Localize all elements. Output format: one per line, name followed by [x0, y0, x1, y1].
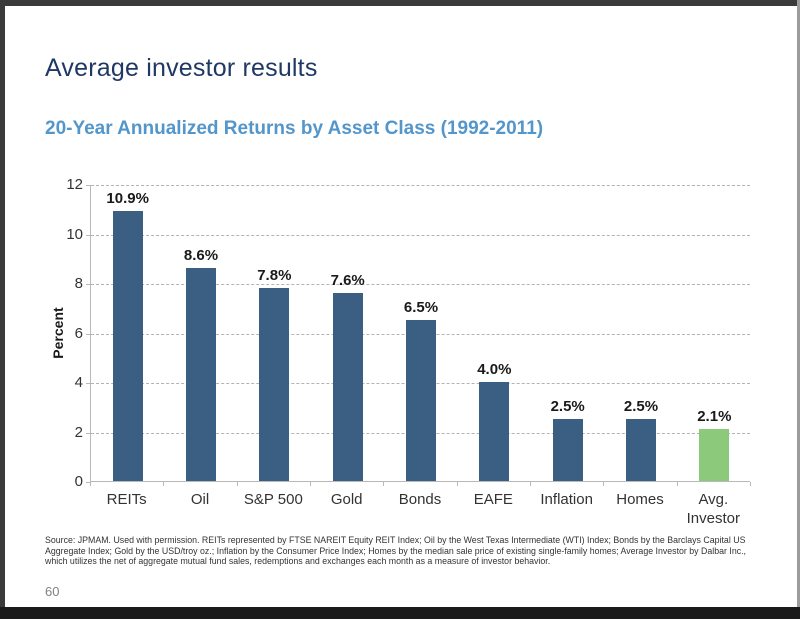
x-tick-mark-6	[530, 482, 531, 486]
bar-slot-5: 4.0%	[458, 185, 531, 481]
bar-homes	[625, 419, 656, 481]
x-category-label-4: Bonds	[398, 491, 442, 508]
y-tick-label-0: 0	[74, 473, 83, 490]
data-label-6: 2.5%	[550, 398, 585, 416]
x-tick-mark-1	[163, 482, 165, 486]
bar-slot-6: 2.5%	[531, 185, 604, 481]
bar-slot-1: 8.6%	[164, 185, 237, 481]
bar-slot-4: 6.5%	[384, 185, 457, 481]
x-tick-mark-7	[603, 482, 605, 486]
bar-bonds	[405, 320, 436, 481]
data-label-5: 4.0%	[477, 361, 512, 378]
bar-eafe	[479, 382, 510, 481]
y-tick-label-8: 8	[74, 275, 83, 292]
bar-chart: Percent 10.9% 8.6% 7.8% 7.6% 6.5% 4.0% 2.5% 2.5…	[45, 177, 757, 565]
gridline-12	[91, 185, 750, 186]
x-category-label-8: Avg. Investor	[686, 491, 740, 527]
y-tick-mark-10	[86, 234, 90, 236]
plot-area: 10.9% 8.6% 7.8% 7.6% 6.5% 4.0% 2.5% 2.5% 2.1%	[90, 185, 750, 482]
data-label-2: 7.8%	[257, 266, 292, 284]
gridline-10	[91, 234, 750, 236]
x-tick-mark-8	[676, 482, 678, 486]
page-title: Average investor results	[45, 54, 318, 82]
x-tick-mark-4	[383, 482, 385, 486]
viewer-frame-bottom	[0, 607, 800, 619]
y-tick-label-6: 6	[74, 324, 83, 342]
y-tick-mark-0	[86, 482, 90, 483]
y-tick-mark-8	[86, 284, 90, 285]
x-tick-mark-3	[310, 482, 311, 486]
bar-slot-3: 7.6%	[311, 185, 384, 481]
page-number: 60	[45, 584, 60, 599]
bar-avg-investor	[699, 429, 730, 481]
bar-gold	[332, 292, 363, 481]
x-category-label-5: EAFE	[473, 491, 513, 508]
chart-title: 20-Year Annualized Returns by Asset Clas…	[45, 118, 544, 139]
x-category-label-0: REITs	[106, 491, 147, 508]
x-tick-mark-0	[90, 482, 91, 486]
x-tick-mark-5	[456, 482, 458, 486]
bar-slot-0: 10.9%	[91, 185, 164, 481]
slide: Average investor results 20-Year Annuali…	[5, 6, 797, 607]
x-category-label-2: S&P 500	[243, 491, 303, 508]
data-label-4: 6.5%	[403, 299, 439, 317]
y-tick-label-2: 2	[74, 423, 83, 441]
data-label-1: 8.6%	[183, 247, 219, 265]
bar-reits	[112, 211, 143, 481]
y-tick-label-12: 12	[66, 176, 83, 193]
gridline-8	[91, 284, 750, 285]
x-category-label-1: Oil	[190, 491, 210, 508]
data-label-0: 10.9%	[106, 190, 149, 208]
bar-inflation	[552, 419, 583, 481]
y-tick-mark-4	[86, 383, 90, 384]
bar-slot-8: 2.1%	[678, 185, 751, 481]
x-category-label-3: Gold	[330, 491, 363, 508]
data-label-3: 7.6%	[330, 271, 365, 289]
bar-slot-2: 7.8%	[238, 185, 311, 481]
bar-slot-7: 2.5%	[604, 185, 677, 481]
bar-oil	[185, 268, 216, 481]
x-tick-mark-2	[236, 482, 238, 486]
data-label-7: 2.5%	[623, 398, 659, 416]
x-category-label-6: Inflation	[540, 491, 593, 508]
y-tick-label-4: 4	[74, 374, 83, 391]
y-tick-mark-2	[86, 432, 90, 434]
x-category-label-7: Homes	[616, 491, 664, 508]
y-tick-mark-12	[86, 185, 90, 186]
y-tick-mark-6	[86, 333, 90, 335]
y-tick-label-10: 10	[66, 225, 83, 243]
x-tick-mark-9	[750, 482, 751, 486]
viewer-frame-right	[797, 0, 800, 619]
source-note: Source: JPMAM. Used with permission. REI…	[45, 535, 747, 566]
bar-s-p-500	[259, 287, 290, 481]
data-label-8: 2.1%	[697, 408, 732, 426]
